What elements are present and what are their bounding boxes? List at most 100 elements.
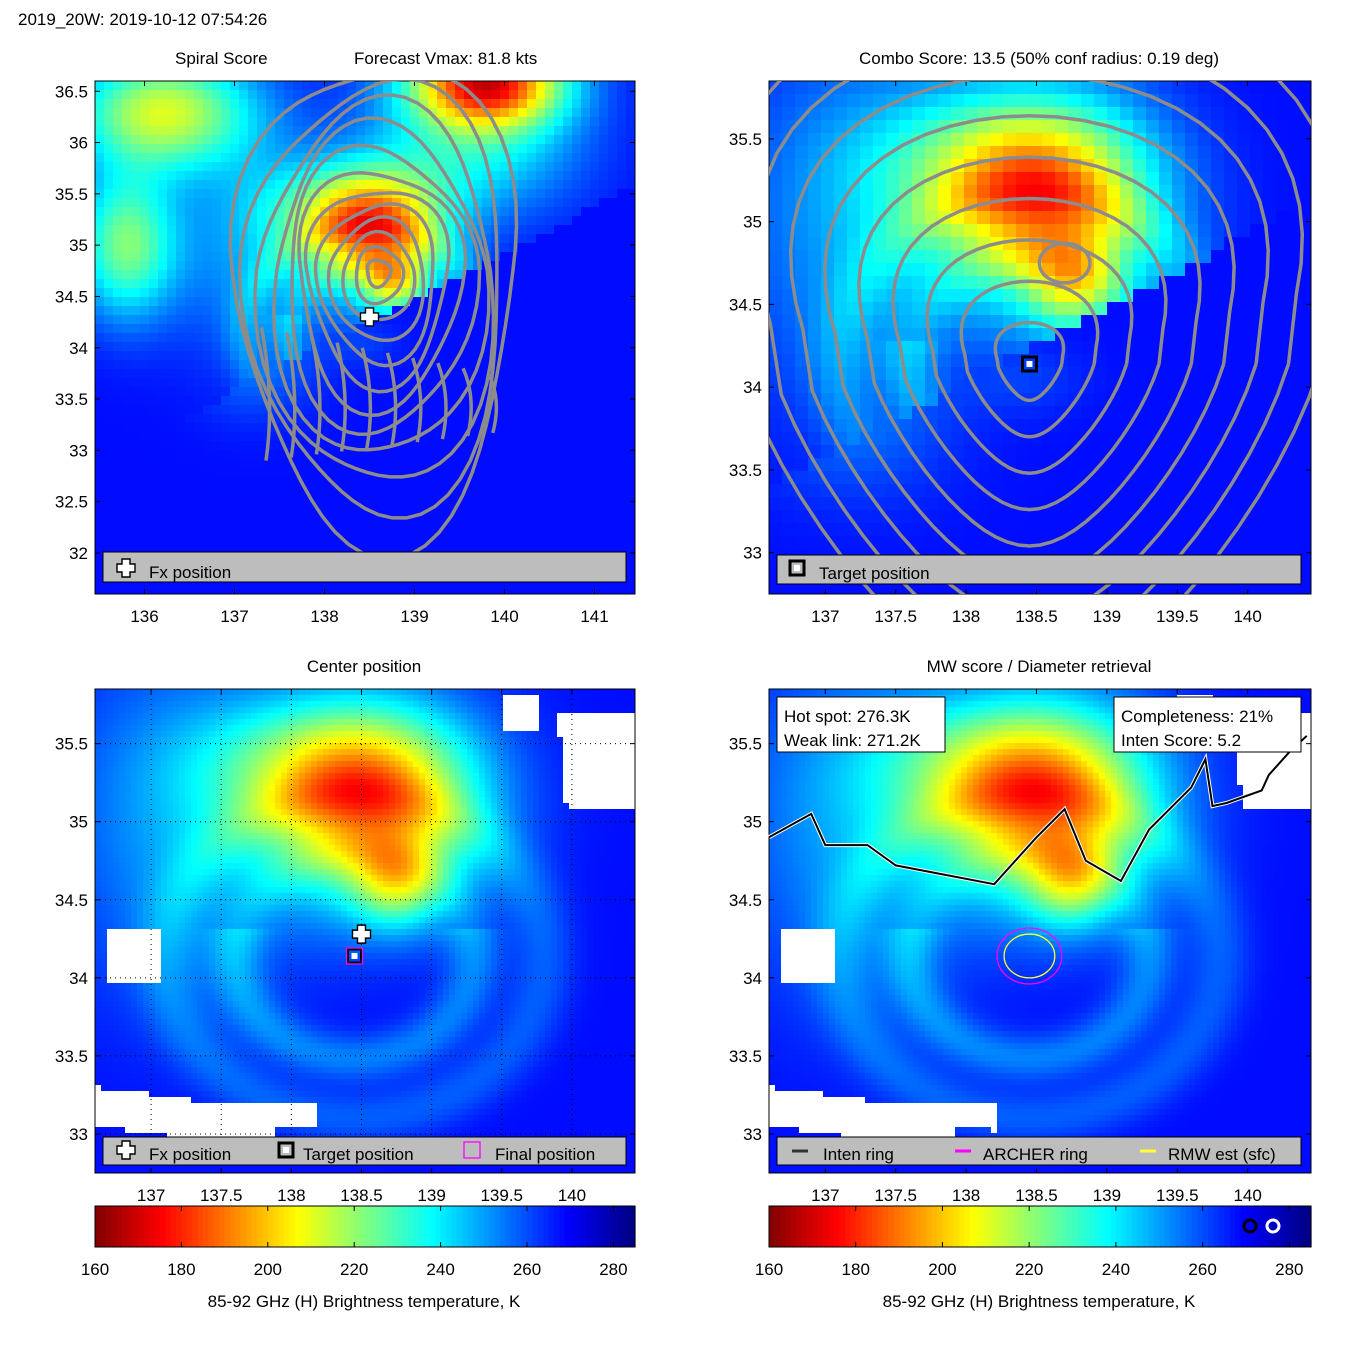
heat-cell (176, 162, 186, 172)
heat-cell (383, 324, 393, 334)
heat-cell (1263, 315, 1277, 329)
heat-cell (275, 432, 285, 442)
heat-cell (808, 562, 822, 576)
heat-cell (1107, 497, 1121, 511)
heat-cell (599, 252, 609, 262)
heat-cell (536, 495, 546, 505)
heat-cell (1133, 523, 1147, 537)
heat-cell (886, 172, 900, 186)
heat-cell (1159, 432, 1173, 446)
heat-cell (590, 567, 600, 577)
heat-cell (347, 117, 357, 127)
heat-cell (1055, 523, 1069, 537)
heat-cell (1029, 575, 1043, 589)
heat-cell (599, 414, 609, 424)
heat-cell (347, 288, 357, 298)
heat-cell (608, 567, 618, 577)
heat-cell (428, 513, 438, 523)
heat-cell (149, 216, 159, 226)
heat-cell (122, 423, 132, 433)
heat-cell (230, 225, 240, 235)
heat-cell (1029, 523, 1043, 537)
heat-cell (329, 135, 339, 145)
heat-cell (951, 432, 965, 446)
heat-cell (419, 117, 429, 127)
heat-cell (329, 261, 339, 271)
heat-cell (572, 567, 582, 577)
heat-cell (518, 153, 528, 163)
heat-cell (847, 81, 861, 95)
heat-cell (1159, 588, 1173, 594)
heat-cell (212, 414, 222, 424)
heat-cell (1263, 510, 1277, 524)
heat-cell (473, 369, 483, 379)
heat-cell (248, 513, 258, 523)
heat-cell (590, 297, 600, 307)
heat-cell (951, 302, 965, 316)
heat-cell (293, 432, 303, 442)
heat-cell (1029, 185, 1043, 199)
heat-cell (1146, 237, 1160, 251)
heat-cell (581, 405, 591, 415)
heat-cell (1276, 120, 1290, 134)
heat-cell (302, 189, 312, 199)
heat-cell (158, 450, 168, 460)
heat-cell (167, 576, 177, 586)
heat-cell (482, 495, 492, 505)
heat-cell (464, 459, 474, 469)
heat-cell (410, 423, 420, 433)
heat-cell (563, 441, 573, 451)
heat-cell (899, 406, 913, 420)
heat-cell (302, 531, 312, 541)
heat-cell (951, 588, 965, 594)
heat-cell (347, 351, 357, 361)
heat-cell (1263, 263, 1277, 277)
heat-cell (572, 207, 582, 217)
heat-cell (428, 540, 438, 550)
heat-cell (437, 117, 447, 127)
heat-cell (122, 261, 132, 271)
heat-cell (140, 513, 150, 523)
heat-cell (356, 378, 366, 388)
heat-cell (1211, 146, 1225, 160)
heat-cell (257, 108, 267, 118)
heat-cell (284, 261, 294, 271)
heat-cell (293, 261, 303, 271)
heat-cell (1042, 120, 1056, 134)
heat-cell (1263, 133, 1277, 147)
heat-cell (951, 471, 965, 485)
heat-cell (964, 458, 978, 472)
heat-cell (230, 288, 240, 298)
heat-cell (1198, 393, 1212, 407)
heat-cell (275, 117, 285, 127)
heat-cell (266, 441, 276, 451)
heat-cell (284, 252, 294, 262)
heat-cell (1003, 198, 1017, 212)
heat-cell (257, 540, 267, 550)
heat-cell (545, 360, 555, 370)
heat-cell (437, 153, 447, 163)
heat-cell (185, 540, 195, 550)
heat-cell (990, 224, 1004, 238)
heat-cell (795, 380, 809, 394)
heat-cell (795, 562, 809, 576)
heat-cell (230, 108, 240, 118)
heat-cell (140, 558, 150, 568)
heat-cell (545, 243, 555, 253)
heat-cell (482, 576, 492, 586)
heat-cell (437, 306, 447, 316)
heat-cell (1068, 510, 1082, 524)
heat-cell (230, 387, 240, 397)
heat-cell (1172, 81, 1186, 95)
heat-cell (176, 432, 186, 442)
heat-cell (482, 207, 492, 217)
heat-cell (419, 522, 429, 532)
heat-cell (158, 153, 168, 163)
heat-cell (482, 423, 492, 433)
heat-cell (95, 171, 105, 181)
heat-cell (964, 302, 978, 316)
heat-cell (1016, 523, 1030, 537)
heat-cell (1172, 380, 1186, 394)
heat-cell (401, 189, 411, 199)
heat-cell (428, 288, 438, 298)
